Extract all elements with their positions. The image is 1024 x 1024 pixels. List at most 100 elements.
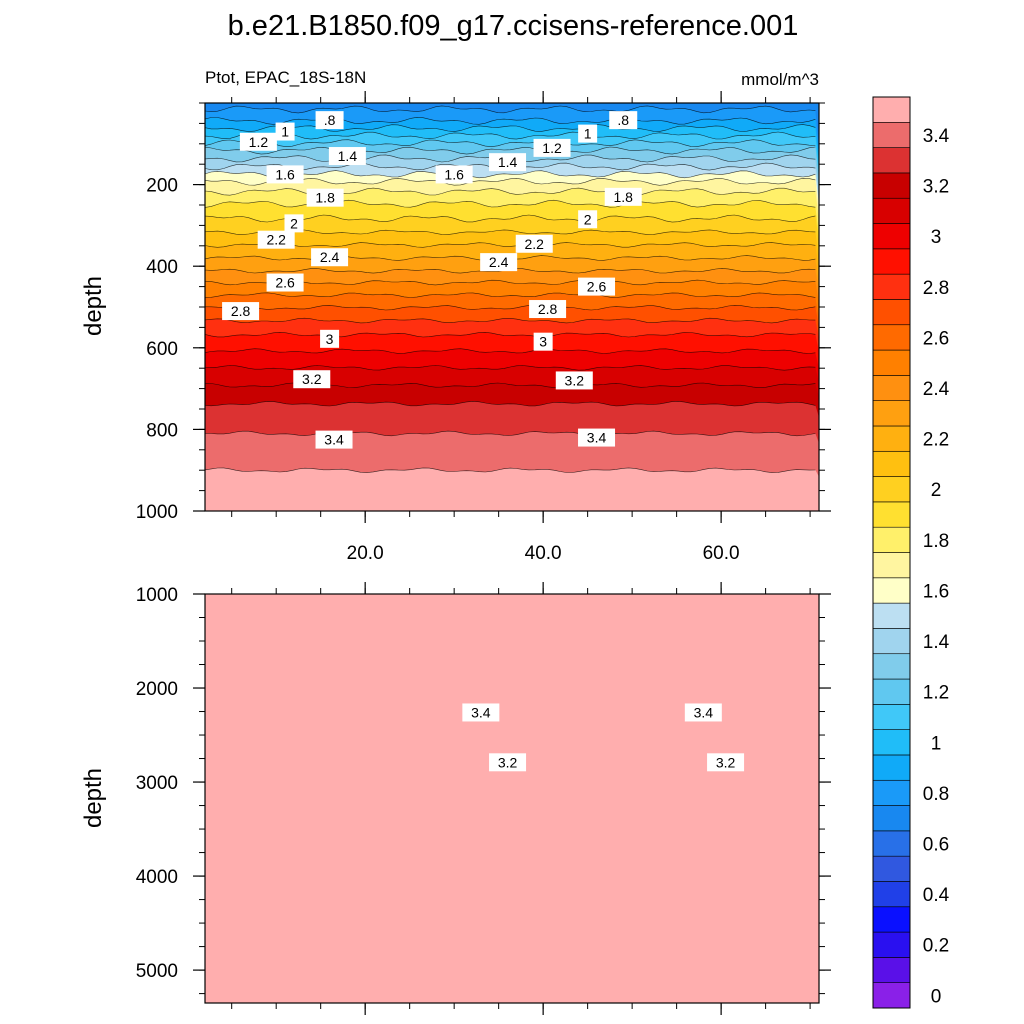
colorbar-swatch xyxy=(872,830,911,857)
contour-label-box xyxy=(578,124,598,143)
colorbar-tick-label: 3 xyxy=(931,227,942,248)
colorbar-swatch xyxy=(872,729,911,756)
contour-label: 1.4 xyxy=(328,147,366,166)
upper-contour-line xyxy=(205,242,816,248)
upper-contour-line xyxy=(205,170,816,179)
contour-label-text: 3 xyxy=(539,334,547,350)
contour-label-text: 2.8 xyxy=(231,303,251,319)
colorbar-tick-label: 1.2 xyxy=(923,683,949,704)
colorbar-tick-label: 0.8 xyxy=(923,784,949,805)
colorbar-tick-label: 2 xyxy=(931,480,942,501)
lower-y-tick-label: 3000 xyxy=(136,773,178,794)
contour-label-text: 1.6 xyxy=(444,166,464,182)
upper-contour-line xyxy=(205,292,816,298)
colorbar-swatch xyxy=(872,653,911,680)
colorbar-swatch xyxy=(872,805,911,832)
colorbar-swatch xyxy=(872,602,911,629)
units-subtitle: mmol/m^3 xyxy=(741,70,819,89)
upper-y-axis-label: depth xyxy=(80,276,107,336)
contour-label-box xyxy=(315,111,344,130)
upper-contour-line xyxy=(205,279,816,286)
contour-label: .8 xyxy=(609,111,638,130)
contour-label-box xyxy=(533,332,553,351)
contour-label-text: 2.6 xyxy=(587,279,607,295)
colorbar: 0 0.2 0.4 0.6 0.8 1 1.2 1.4 1.6 1.8 2 2.2 2.4 2.6 2.8 3… xyxy=(872,96,950,1009)
contour-label-text: 3.4 xyxy=(694,704,714,720)
colorbar-tick-label: 0.6 xyxy=(923,835,949,856)
lower-y-tick-label: 4000 xyxy=(136,867,178,888)
contour-label: 1.6 xyxy=(266,165,304,184)
contour-label-text: 2 xyxy=(584,211,592,227)
upper-contour-line xyxy=(205,348,816,354)
contour-label-text: 1.8 xyxy=(315,190,335,206)
contour-label-text: 3.4 xyxy=(324,432,344,448)
contour-label: 2.2 xyxy=(515,234,553,253)
colorbar-swatch xyxy=(872,552,911,579)
contour-label: 1.2 xyxy=(533,138,571,157)
upper-x-tick-label: 60.0 xyxy=(703,543,740,564)
upper-contour-line xyxy=(205,365,816,371)
contour-label-text: 2.4 xyxy=(489,254,509,270)
contour-label-box xyxy=(306,188,344,207)
contour-label-text: 2.6 xyxy=(275,275,295,291)
colorbar-tick-label: 3.4 xyxy=(923,126,950,147)
colorbar-swatch xyxy=(872,779,911,806)
upper-contour-line xyxy=(205,116,816,125)
contour-label-text: .8 xyxy=(324,112,336,128)
colorbar-swatch xyxy=(872,375,911,401)
contour-label-box xyxy=(257,230,295,249)
colorbar-tick-label: 2.6 xyxy=(923,328,949,349)
contour-label-box xyxy=(489,153,527,172)
contour-label: 3.4 xyxy=(462,703,500,722)
contour-label-box xyxy=(604,187,642,206)
contour-label: 3 xyxy=(320,329,340,348)
chart-title: b.e21.B1850.f09_g17.ccisens-reference.00… xyxy=(228,10,799,42)
upper-contour-line xyxy=(205,214,816,223)
lower-frame xyxy=(204,593,820,1004)
colorbar-swatch xyxy=(872,299,911,326)
colorbar-tick-label: 3.2 xyxy=(923,177,949,198)
upper-contour-line xyxy=(205,124,816,132)
colorbar-swatch xyxy=(872,982,911,1009)
colorbar-tick-label: 2.2 xyxy=(923,430,949,451)
upper-contour-line xyxy=(205,139,816,148)
contour-label: 1.6 xyxy=(435,165,473,184)
contour-label: 2.4 xyxy=(311,248,349,267)
colorbar-swatch xyxy=(872,324,911,351)
contour-label: 3.2 xyxy=(555,371,593,390)
colorbar-swatch xyxy=(872,754,911,781)
contour-label-box xyxy=(239,132,277,151)
contour-label-text: 1.4 xyxy=(338,148,358,164)
upper-contour-line xyxy=(205,131,816,140)
contour-label: 2 xyxy=(284,214,304,233)
upper-contour-line xyxy=(205,105,816,114)
contour-label-box xyxy=(462,703,500,722)
upper-x-tick-label: 40.0 xyxy=(525,543,562,564)
contour-label-box xyxy=(293,370,331,389)
colorbar-swatch xyxy=(872,425,911,452)
colorbar-swatch xyxy=(872,147,911,174)
contour-label-text: .8 xyxy=(617,112,629,128)
colorbar-swatch xyxy=(872,273,911,300)
left-subtitle: Ptot, EPAC_18S-18N xyxy=(205,68,366,87)
upper-panel-fill xyxy=(205,103,819,511)
colorbar-swatch xyxy=(872,526,911,553)
upper-contour-line xyxy=(205,331,816,338)
contour-label-box xyxy=(489,753,527,772)
colorbar-swatch xyxy=(872,957,911,983)
colorbar-swatch xyxy=(872,122,911,148)
lower-y-tick-label: 1000 xyxy=(136,585,178,606)
lower-panel-fill xyxy=(205,594,819,1003)
contour-label: 2 xyxy=(578,210,598,229)
contour-label-text: 1.4 xyxy=(498,154,518,170)
contour-label-text: 2.2 xyxy=(266,232,286,248)
colorbar-tick-label: 2.8 xyxy=(923,278,949,299)
contour-label: 1.2 xyxy=(239,132,277,151)
contour-label-box xyxy=(609,111,638,130)
contour-label-box xyxy=(435,165,473,184)
contour-label-box xyxy=(480,253,518,272)
contour-label-box xyxy=(684,703,722,722)
contour-label-text: 1.2 xyxy=(542,140,562,156)
colorbar-tick-label: 1.4 xyxy=(923,632,950,653)
